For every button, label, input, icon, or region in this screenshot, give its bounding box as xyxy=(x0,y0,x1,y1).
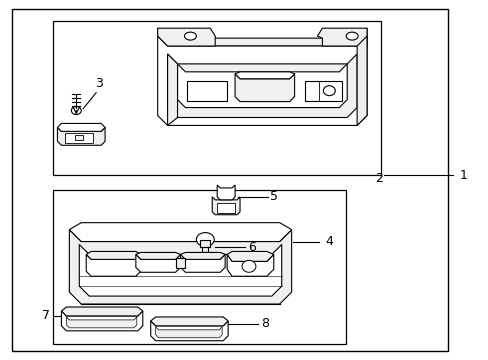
Polygon shape xyxy=(69,223,291,242)
Bar xyxy=(12,9,447,351)
Bar xyxy=(53,190,346,344)
Polygon shape xyxy=(226,251,273,261)
Polygon shape xyxy=(175,258,185,268)
Polygon shape xyxy=(157,36,366,125)
Text: 3: 3 xyxy=(95,77,103,90)
Text: 4: 4 xyxy=(325,235,333,248)
Polygon shape xyxy=(136,255,180,272)
Polygon shape xyxy=(86,251,141,260)
Polygon shape xyxy=(180,255,224,272)
Polygon shape xyxy=(235,74,294,102)
Ellipse shape xyxy=(184,32,196,40)
Polygon shape xyxy=(79,244,281,296)
Text: 7: 7 xyxy=(41,310,49,323)
Text: 5: 5 xyxy=(269,190,277,203)
Polygon shape xyxy=(61,307,142,316)
Polygon shape xyxy=(180,252,224,260)
Text: 2: 2 xyxy=(374,171,382,185)
Text: 6: 6 xyxy=(247,241,255,254)
Polygon shape xyxy=(304,81,342,100)
Polygon shape xyxy=(150,317,228,326)
Ellipse shape xyxy=(71,107,81,114)
Polygon shape xyxy=(212,197,240,215)
Bar xyxy=(53,21,380,175)
Ellipse shape xyxy=(346,32,357,40)
Polygon shape xyxy=(66,317,137,328)
Polygon shape xyxy=(167,54,177,125)
Ellipse shape xyxy=(323,86,335,96)
Polygon shape xyxy=(157,28,366,46)
Polygon shape xyxy=(69,230,291,304)
Polygon shape xyxy=(226,255,273,276)
Ellipse shape xyxy=(242,260,255,272)
Polygon shape xyxy=(157,28,215,46)
Polygon shape xyxy=(86,255,141,276)
Polygon shape xyxy=(150,321,228,341)
Polygon shape xyxy=(217,185,235,200)
Polygon shape xyxy=(61,311,142,331)
Polygon shape xyxy=(57,123,105,131)
Ellipse shape xyxy=(196,233,214,247)
Polygon shape xyxy=(155,327,222,338)
Polygon shape xyxy=(187,81,226,100)
Bar xyxy=(217,203,235,213)
Bar xyxy=(200,239,210,247)
Bar xyxy=(65,133,93,143)
Polygon shape xyxy=(356,36,366,125)
Polygon shape xyxy=(177,64,346,108)
Polygon shape xyxy=(317,28,366,46)
Bar xyxy=(75,135,83,140)
Polygon shape xyxy=(57,127,105,145)
Text: 1: 1 xyxy=(458,168,466,181)
Polygon shape xyxy=(235,72,294,79)
Text: 8: 8 xyxy=(260,318,268,330)
Polygon shape xyxy=(136,252,180,260)
Polygon shape xyxy=(167,54,356,117)
